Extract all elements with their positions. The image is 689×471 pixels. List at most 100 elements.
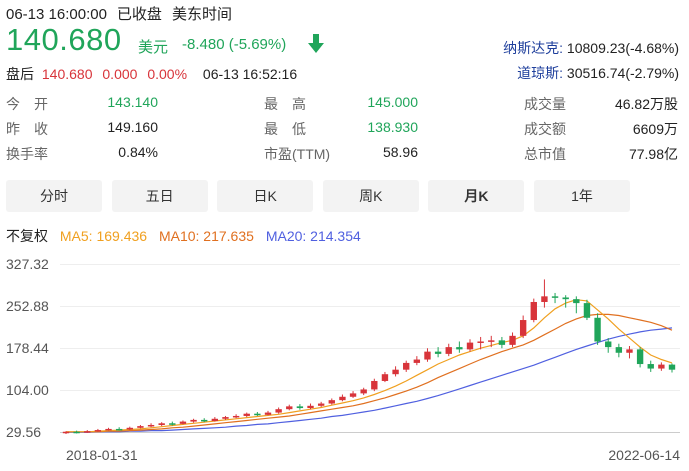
quote-date: 06-13 16:00:00 <box>6 6 107 23</box>
candle-body <box>424 351 431 360</box>
currency-label: 美元 <box>138 39 169 56</box>
candle-body <box>519 320 527 336</box>
candle-body <box>626 349 633 353</box>
price-change: -8.480 (-5.69%) <box>182 36 287 53</box>
ma10-line <box>66 313 673 433</box>
index-name: 纳斯达克: <box>503 40 564 56</box>
candle-body <box>349 393 357 397</box>
candle-body <box>84 431 91 433</box>
stat-value: 143.140 <box>107 94 158 110</box>
candle-body <box>222 417 229 419</box>
candle-body <box>392 369 399 375</box>
candle-body <box>668 364 676 370</box>
timezone-label: 美东时间 <box>171 6 232 23</box>
stat-label: 成交量 <box>524 96 566 112</box>
ma-legend: 不复权 MA5: 169.436 MA10: 217.635 MA20: 214… <box>6 226 369 246</box>
x-tick-label: 2022-06-14 <box>608 447 680 463</box>
stat-value: 145.000 <box>367 94 418 110</box>
y-tick-label: 327.32 <box>6 256 49 272</box>
market-status: 已收盘 <box>116 6 162 23</box>
after-hours-line: 盘后 140.680 0.000 0.00% 06-13 16:52:16 <box>6 64 297 84</box>
ma20-line <box>66 327 673 433</box>
candle-body <box>254 413 261 416</box>
candle-body <box>243 413 250 416</box>
adjust-mode[interactable]: 不复权 <box>6 228 48 244</box>
candle-body <box>232 415 240 418</box>
candle-body <box>647 364 654 369</box>
candle-body <box>573 299 580 304</box>
current-price: 140.680 <box>6 22 122 57</box>
candle-body <box>530 301 537 321</box>
candle-body <box>381 374 389 381</box>
stat-label: 今 开 <box>6 96 48 112</box>
stat-label: 市盈(TTM) <box>264 146 331 162</box>
stat-value: 77.98亿 <box>628 146 678 162</box>
candle-body <box>445 347 452 354</box>
candle-body <box>339 396 346 401</box>
candle-body <box>636 349 644 365</box>
candle-body <box>466 342 474 350</box>
candle-body <box>201 419 208 422</box>
candle-body <box>509 335 516 345</box>
tab-1[interactable]: 五日 <box>111 180 208 212</box>
x-tick-label: 2018-01-31 <box>66 447 138 463</box>
stat-label: 最 低 <box>264 121 306 137</box>
candle-body <box>307 405 314 409</box>
candle-body <box>296 406 304 409</box>
tab-4[interactable]: 月K <box>428 180 525 212</box>
stat-label: 总市值 <box>524 146 566 162</box>
candle-body <box>434 351 442 354</box>
candle-body <box>615 347 623 353</box>
ma5-value: MA5: 169.436 <box>59 228 148 244</box>
stat-label: 最 高 <box>264 96 306 112</box>
stat-value: 46.82万股 <box>614 96 678 112</box>
candle-body <box>413 359 421 363</box>
stat-value: 138.930 <box>367 119 418 135</box>
index-dow[interactable]: 道琼斯: 30516.74(-2.79%) <box>517 63 679 83</box>
candle-body <box>583 303 591 318</box>
candle-body <box>94 430 102 432</box>
index-value: 10809.23(-4.68%) <box>566 40 679 56</box>
candle-body <box>286 406 293 410</box>
candle-body <box>328 400 335 404</box>
y-tick-label: 178.44 <box>6 340 49 356</box>
candle-body <box>190 419 197 422</box>
tab-5[interactable]: 1年 <box>534 180 630 212</box>
candle-body <box>498 340 506 345</box>
tab-2[interactable]: 日K <box>217 180 314 212</box>
ma5-line <box>66 299 673 433</box>
candle-body <box>126 427 133 430</box>
y-tick-label: 104.00 <box>6 382 49 398</box>
candle-body <box>264 412 272 415</box>
candle-body <box>275 409 282 413</box>
index-nasdaq[interactable]: 纳斯达克: 10809.23(-4.68%) <box>503 38 679 58</box>
candle-body <box>488 340 495 342</box>
stat-value: 58.96 <box>382 144 418 160</box>
candle-body <box>158 423 165 425</box>
y-tick-label: 252.88 <box>6 298 49 314</box>
candle-body <box>605 341 612 348</box>
candle-body <box>179 421 187 424</box>
candle-body <box>551 296 559 298</box>
candle-body <box>211 418 219 422</box>
tab-0[interactable]: 分时 <box>6 180 102 212</box>
index-name: 道琼斯: <box>517 65 564 81</box>
candle-body <box>360 389 367 394</box>
quote-status-line: 06-13 16:00:00 已收盘 美东时间 <box>6 3 242 24</box>
arrow-down-icon <box>308 34 324 59</box>
candle-body <box>371 380 378 390</box>
y-tick-label: 29.56 <box>6 424 41 440</box>
tab-3[interactable]: 周K <box>322 180 419 212</box>
stat-value: 0.84% <box>118 144 158 160</box>
stat-label: 成交额 <box>524 121 566 137</box>
candle-body <box>317 403 325 406</box>
candle-body <box>62 431 70 434</box>
candle-body <box>541 296 548 302</box>
after-hours-change-pct: 0.00% <box>147 66 188 82</box>
after-hours-time: 06-13 16:52:16 <box>202 66 298 82</box>
candle-body <box>456 347 463 350</box>
stat-label: 昨 收 <box>6 121 48 137</box>
after-hours-change: 0.000 <box>102 66 138 82</box>
candle-body <box>105 428 112 431</box>
